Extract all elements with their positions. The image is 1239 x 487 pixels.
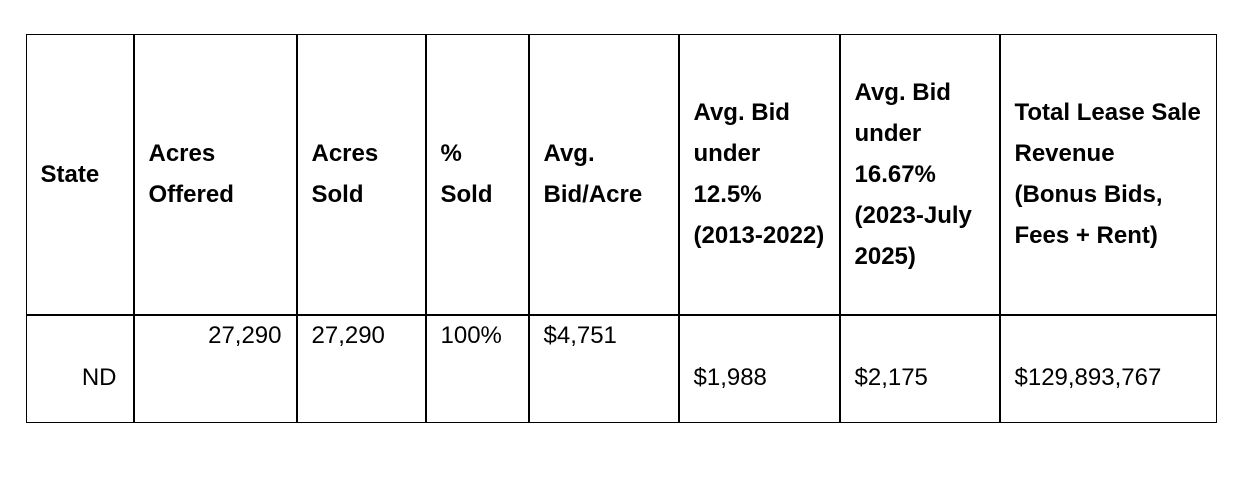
header-cell: Acres Sold [296, 33, 426, 315]
header-cell: Acres Offered [133, 33, 297, 315]
data-cell: $129,893,767 [999, 314, 1217, 423]
data-cell: $4,751 [528, 314, 679, 423]
data-cell: ND [25, 314, 134, 423]
header-cell: State [25, 33, 134, 315]
header-cell: % Sold [425, 33, 529, 315]
header-cell: Avg. Bid/Acre [528, 33, 679, 315]
data-cell: 27,290 [133, 314, 297, 423]
data-cell: $2,175 [839, 314, 1000, 423]
data-cell: $1,988 [678, 314, 840, 423]
data-cell: 27,290 [296, 314, 426, 423]
data-cell: 100% [425, 314, 529, 423]
header-cell: Avg. Bid under 12.5% (2013-2022) [678, 33, 840, 315]
header-cell: Total Lease Sale Revenue (Bonus Bids, Fe… [999, 33, 1217, 315]
header-cell: Avg. Bid under 16.67% (2023-July 2025) [839, 33, 1000, 315]
